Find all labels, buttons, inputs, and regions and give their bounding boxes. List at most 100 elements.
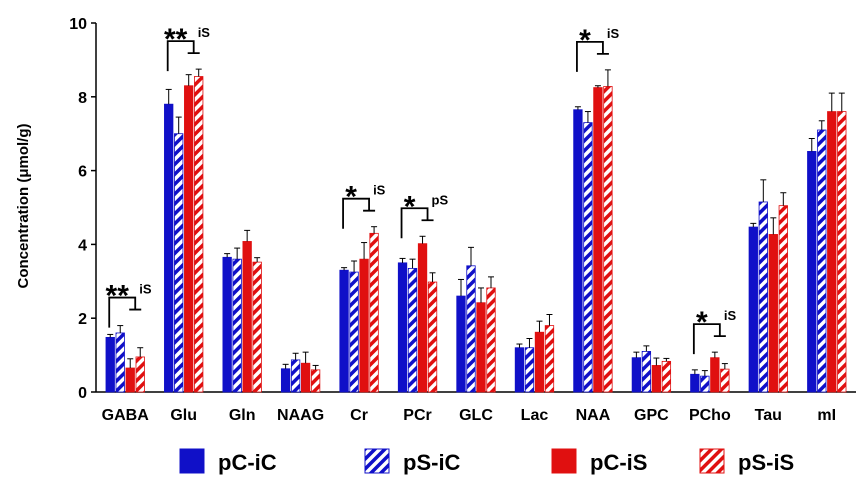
- category-label: PCr: [403, 407, 431, 424]
- bar-pS-iC-Glu: [174, 133, 184, 393]
- bar-pC-iS-Lac: [534, 331, 545, 393]
- category-label: GLC: [459, 407, 493, 424]
- y-tick-label: 10: [69, 16, 87, 33]
- category-label: mI: [817, 407, 836, 424]
- category-label: PCho: [689, 407, 731, 424]
- significance-bracket: [400, 207, 434, 239]
- significance-label: iS: [198, 25, 211, 40]
- bar-pS-iS-Cr: [369, 232, 379, 393]
- legend-swatch-pS-iC: [364, 448, 390, 474]
- bar-pS-iS-GPC: [661, 360, 672, 393]
- bar-pS-iS-PCho: [720, 368, 730, 393]
- significance-stars: *: [696, 306, 708, 339]
- legend-label-pC-iS: pC-iS: [590, 450, 647, 475]
- y-tick-label: 0: [78, 385, 87, 402]
- bar-pS-iC-GABA: [115, 332, 125, 393]
- bar-pS-iC-mI: [817, 129, 827, 393]
- significance-annotations: ** iS ** iS * iS * pS * iS * iS: [106, 23, 737, 355]
- bar-pS-iC-PCho: [700, 375, 710, 393]
- bar-pC-iC-PCr: [397, 262, 408, 393]
- significance-stars: **: [106, 280, 130, 313]
- bar-pS-iS-Tau: [778, 205, 788, 393]
- bar-pC-iS-GPC: [651, 365, 662, 393]
- significance-stars: *: [404, 190, 416, 223]
- bar-pC-iC-NAAG: [280, 368, 291, 393]
- bar-pS-iC-NAA: [583, 122, 593, 393]
- bar-pS-iS-GLC: [486, 287, 496, 393]
- bar-pC-iC-GPC: [631, 357, 642, 393]
- bar-pC-iC-PCho: [690, 373, 700, 393]
- bar-pS-iC-NAAG: [290, 359, 301, 393]
- y-tick-label: 8: [78, 90, 87, 107]
- bar-pC-iC-NAA: [573, 109, 583, 393]
- bar-pS-iS-Glu: [194, 76, 204, 393]
- y-tick-label: 4: [78, 237, 87, 254]
- bar-pC-iS-PCho: [710, 357, 720, 393]
- bar-pC-iC-mI: [807, 151, 817, 393]
- y-tick-label: 6: [78, 164, 87, 181]
- bar-pS-iC-GPC: [641, 351, 652, 393]
- bar-pC-iS-Glu: [184, 85, 194, 393]
- error-bars: [107, 68, 845, 377]
- category-label: Cr: [350, 407, 368, 424]
- bar-pC-iS-GABA: [125, 367, 135, 393]
- bar-pS-iC-Gln: [232, 258, 242, 393]
- legend-label-pS-iS: pS-iS: [738, 450, 794, 475]
- significance-bracket: [692, 323, 726, 355]
- bar-pS-iS-GABA: [135, 356, 145, 393]
- significance-bracket: [342, 197, 376, 229]
- bar-pC-iC-GLC: [456, 295, 466, 393]
- bar-pS-iS-Gln: [252, 261, 262, 393]
- significance-label: pS: [432, 192, 449, 207]
- category-label: NAA: [576, 407, 611, 424]
- significance-label: iS: [373, 183, 386, 198]
- bar-pC-iS-Cr: [359, 258, 369, 393]
- bar-pS-iS-mI: [837, 111, 847, 393]
- bar-pC-iS-NAA: [593, 87, 603, 393]
- significance-bracket: [166, 40, 200, 72]
- bar-pC-iC-Lac: [514, 347, 525, 393]
- bar-pC-iC-Gln: [222, 256, 232, 393]
- category-label: Gln: [229, 407, 256, 424]
- bar-pS-iC-GLC: [466, 265, 476, 393]
- significance-bracket: [576, 40, 609, 72]
- y-axis-label: Concentration (μmol/g): [15, 123, 32, 288]
- significance-stars: **: [164, 23, 188, 56]
- bar-pS-iC-PCr: [407, 267, 418, 393]
- bars: [105, 76, 847, 393]
- bar-pS-iS-NAA: [603, 86, 613, 393]
- significance-bracket: [108, 296, 142, 328]
- bar-pS-iS-Lac: [544, 325, 555, 393]
- category-label: Lac: [521, 407, 549, 424]
- category-label: GABA: [102, 407, 150, 424]
- bar-pS-iS-PCr: [427, 281, 438, 393]
- legend-swatch-pS-iS: [699, 448, 725, 474]
- bar-pC-iC-Glu: [164, 103, 174, 393]
- bar-pC-iS-NAAG: [300, 362, 311, 393]
- significance-label: iS: [724, 308, 737, 323]
- legend: pC-iC pS-iC pC-iS pS-iS: [179, 448, 794, 475]
- bar-pC-iC-Tau: [748, 226, 758, 393]
- legend-swatch-pC-iS: [551, 448, 577, 474]
- bar-pS-iC-Tau: [758, 201, 768, 393]
- category-label: Glu: [170, 407, 197, 424]
- significance-label: iS: [139, 282, 152, 297]
- bar-pC-iC-Cr: [339, 269, 349, 393]
- bar-pC-iS-Gln: [242, 241, 252, 393]
- category-label: NAAG: [277, 407, 324, 424]
- bar-pC-iS-Tau: [768, 234, 778, 393]
- bar-pS-iC-Lac: [524, 347, 535, 393]
- bar-pC-iS-GLC: [476, 302, 486, 393]
- bar-pC-iC-GABA: [105, 336, 115, 393]
- bar-pC-iS-PCr: [417, 243, 428, 393]
- significance-stars: *: [579, 24, 591, 57]
- bar-pS-iC-Cr: [349, 271, 359, 393]
- y-tick-label: 2: [78, 311, 87, 328]
- bar-pC-iS-mI: [827, 111, 837, 393]
- legend-swatch-pC-iC: [179, 448, 205, 474]
- category-label: GPC: [634, 407, 669, 424]
- category-labels: GABA Glu Gln NAAG Cr PCr GLC Lac NAA GPC PCho Tau mI: [102, 407, 836, 424]
- bar-pS-iS-NAAG: [310, 369, 321, 393]
